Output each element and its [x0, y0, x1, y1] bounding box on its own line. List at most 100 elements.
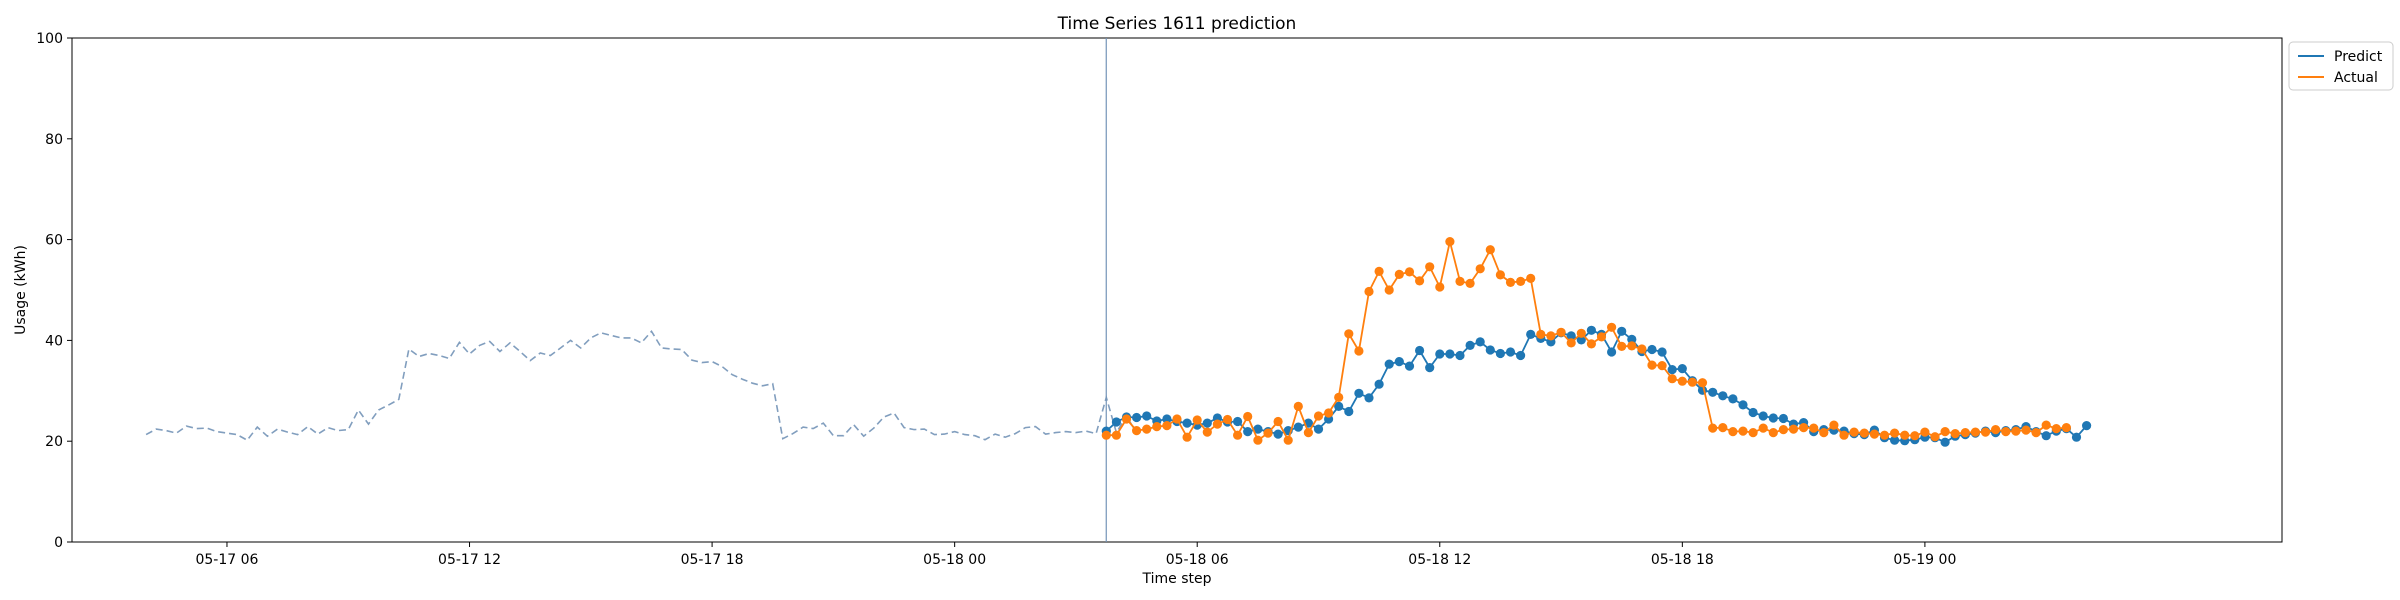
actual-point — [1495, 270, 1505, 280]
actual-point — [1445, 237, 1455, 247]
predict-point — [1394, 357, 1404, 367]
actual-point — [1718, 423, 1728, 433]
actual-point — [1657, 361, 1667, 371]
actual-point — [1273, 416, 1283, 427]
predict-point — [1708, 387, 1718, 397]
actual-point — [1748, 428, 1758, 438]
predict-point — [1334, 401, 1344, 411]
actual-point — [1536, 329, 1546, 339]
predict-point — [1465, 340, 1475, 350]
predict-point — [1162, 414, 1172, 424]
actual-point — [1374, 266, 1384, 276]
actual-point — [1829, 420, 1839, 430]
x-tick-label: 05-17 12 — [438, 552, 501, 568]
actual-point — [1283, 435, 1293, 445]
predict-point — [1728, 394, 1738, 404]
actual-point — [1202, 427, 1212, 437]
predict-point — [1182, 418, 1192, 428]
predict-point — [1354, 388, 1364, 398]
predict-point — [1445, 349, 1455, 359]
actual-point — [1455, 276, 1465, 286]
y-tick-label: 40 — [45, 333, 63, 349]
x-tick-label: 05-18 00 — [923, 552, 986, 568]
x-axis: 05-17 06 05-17 12 05-17 18 05-18 00 05-18 06… — [195, 542, 1956, 568]
actual-point — [1950, 429, 1960, 439]
actual-point — [1758, 423, 1768, 433]
actual-point — [1384, 285, 1394, 295]
y-tick-label: 0 — [54, 535, 63, 551]
actual-point — [1980, 427, 1991, 437]
actual-point — [1647, 360, 1657, 370]
actual-point — [1172, 414, 1182, 424]
y-axis: 0 20 40 60 80 100 — [36, 31, 72, 551]
predict-point — [1890, 435, 1900, 445]
x-tick-label: 05-17 18 — [681, 552, 744, 568]
actual-point — [1637, 344, 1647, 354]
actual-point — [1121, 414, 1132, 424]
x-axis-label: Time step — [1142, 571, 1212, 587]
actual-point — [1152, 422, 1162, 432]
actual-point — [1293, 401, 1303, 411]
predict-point — [1516, 350, 1526, 361]
predict-point — [1617, 326, 1627, 336]
actual-point — [1879, 430, 1890, 440]
actual-point — [1697, 378, 1708, 388]
predict-point — [1657, 347, 1667, 357]
actual-point — [1243, 411, 1253, 422]
predict-point — [1768, 413, 1778, 423]
actual-point — [1313, 411, 1324, 421]
predict-point — [1505, 347, 1516, 357]
plot-frame — [71, 37, 2283, 543]
y-tick-label: 20 — [45, 434, 63, 450]
actual-point — [1101, 430, 1111, 440]
actual-point — [1920, 427, 1930, 437]
predict-point — [1647, 344, 1657, 355]
predict-point — [1586, 325, 1596, 335]
actual-point — [1394, 269, 1404, 279]
actual-point — [1819, 428, 1829, 438]
predict-point — [1667, 365, 1677, 375]
actual-point — [1435, 282, 1445, 292]
actual-point — [2021, 425, 2031, 435]
actual-point — [1930, 432, 1940, 442]
predict-point — [1455, 350, 1465, 361]
actual-point — [1354, 346, 1364, 356]
actual-point — [1687, 377, 1697, 387]
actual-point — [1617, 341, 1627, 351]
actual-point — [1890, 428, 1900, 438]
predict-point — [1243, 427, 1253, 437]
actual-point — [1910, 431, 1920, 441]
actual-point — [2051, 424, 2061, 434]
actual-point — [1586, 339, 1596, 349]
actual-point — [1677, 376, 1687, 386]
actual-point — [2061, 423, 2071, 433]
actual-point — [1667, 374, 1677, 384]
chart-title: Time Series 1611 prediction — [1057, 14, 1297, 34]
actual-point — [2001, 427, 2011, 437]
actual-point — [1425, 262, 1435, 272]
actual-point — [2041, 420, 2051, 430]
actual-point — [2011, 426, 2021, 436]
actual-point — [1526, 273, 1536, 283]
predict-point — [1475, 337, 1485, 347]
actual-point — [1607, 322, 1617, 332]
predict-point — [1273, 429, 1283, 439]
x-tick-label: 05-18 12 — [1408, 552, 1471, 568]
predict-point — [1778, 413, 1788, 424]
predict-point — [1293, 422, 1303, 432]
actual-point — [1233, 430, 1243, 440]
actual-point — [1142, 424, 1152, 434]
legend-predict-label: Predict — [2334, 49, 2383, 65]
actual-point — [1788, 424, 1799, 434]
actual-point — [1415, 276, 1425, 286]
y-tick-label: 100 — [36, 31, 63, 47]
actual-point — [1404, 267, 1415, 277]
predict-point — [1435, 349, 1445, 359]
actual-point — [1334, 392, 1344, 402]
predict-point — [1253, 424, 1263, 434]
actual-point — [1566, 338, 1576, 348]
predict-point — [1384, 359, 1394, 369]
predict-point — [1313, 424, 1324, 434]
actual-point — [1728, 427, 1738, 437]
history-line — [145, 329, 1138, 442]
